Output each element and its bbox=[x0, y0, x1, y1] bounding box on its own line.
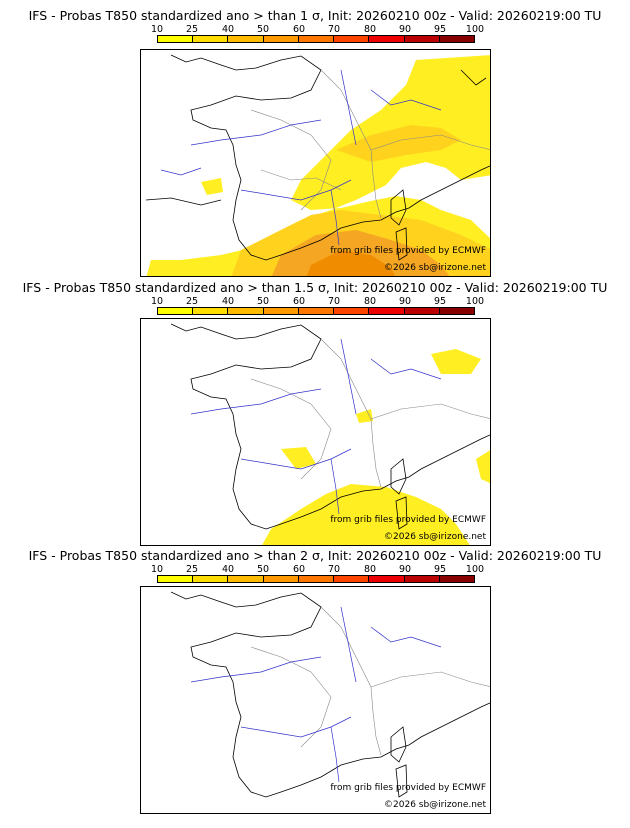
map-canvas bbox=[170, 591, 490, 798]
scale-swatch bbox=[193, 308, 229, 314]
panel-3: IFS - Probas T850 standardized ano > tha… bbox=[0, 548, 630, 828]
scale-label: 60 bbox=[292, 564, 306, 575]
rivers bbox=[190, 338, 442, 515]
scale-swatch bbox=[334, 576, 370, 582]
scale-label: 90 bbox=[398, 24, 412, 35]
copyright-credit: ©2026 sb@irizone.net bbox=[384, 800, 486, 810]
scale-label: 25 bbox=[185, 24, 199, 35]
scale-swatch bbox=[228, 36, 264, 42]
scale-label: 90 bbox=[398, 564, 412, 575]
color-scale-bar bbox=[157, 35, 475, 43]
scale-swatch bbox=[369, 576, 405, 582]
source-credit: from grib files provided by ECMWF bbox=[330, 515, 486, 525]
map-canvas bbox=[145, 54, 490, 276]
probability-map: from grib files provided by ECMWF ©2026 … bbox=[140, 49, 491, 277]
rivers bbox=[190, 606, 442, 783]
scale-label: 40 bbox=[221, 24, 235, 35]
coastline bbox=[145, 54, 490, 261]
scale-label: 80 bbox=[363, 296, 377, 307]
scale-swatch bbox=[404, 36, 440, 42]
panel-1: IFS - Probas T850 standardized ano > tha… bbox=[0, 8, 630, 280]
borders bbox=[250, 338, 490, 488]
scale-swatch bbox=[369, 36, 405, 42]
color-scale-labels: 10 25 40 50 60 70 80 90 95 100 bbox=[150, 564, 485, 575]
probability-area bbox=[262, 349, 490, 545]
scale-label: 80 bbox=[363, 564, 377, 575]
scale-label: 25 bbox=[185, 564, 199, 575]
scale-label: 25 bbox=[185, 296, 199, 307]
copyright-credit: ©2026 sb@irizone.net bbox=[384, 532, 486, 542]
map-canvas bbox=[170, 323, 490, 545]
borders bbox=[250, 69, 490, 219]
borders bbox=[250, 606, 490, 756]
probability-map: from grib files provided by ECMWF ©2026 … bbox=[140, 318, 491, 546]
scale-label: 10 bbox=[150, 564, 164, 575]
scale-swatch bbox=[439, 576, 474, 582]
scale-swatch bbox=[439, 36, 474, 42]
scale-label: 10 bbox=[150, 24, 164, 35]
copyright-credit: ©2026 sb@irizone.net bbox=[384, 263, 486, 273]
scale-swatch bbox=[404, 308, 440, 314]
scale-swatch bbox=[228, 308, 264, 314]
scale-label: 40 bbox=[221, 296, 235, 307]
scale-swatch bbox=[158, 308, 194, 314]
panel-title: IFS - Probas T850 standardized ano > tha… bbox=[28, 8, 602, 23]
panel-title: IFS - Probas T850 standardized ano > tha… bbox=[28, 548, 602, 563]
coastline bbox=[170, 323, 490, 530]
scale-label: 50 bbox=[256, 296, 270, 307]
scale-swatch bbox=[193, 36, 229, 42]
scale-label: 95 bbox=[433, 296, 447, 307]
scale-swatch bbox=[298, 308, 335, 314]
scale-swatch bbox=[228, 576, 264, 582]
scale-swatch bbox=[263, 36, 299, 42]
scale-label: 50 bbox=[256, 564, 270, 575]
scale-swatch bbox=[334, 308, 370, 314]
panel-2: IFS - Probas T850 standardized ano > tha… bbox=[0, 280, 630, 548]
coastline bbox=[170, 591, 490, 798]
panel-title: IFS - Probas T850 standardized ano > tha… bbox=[22, 280, 608, 295]
source-credit: from grib files provided by ECMWF bbox=[330, 783, 486, 793]
scale-label: 50 bbox=[256, 24, 270, 35]
scale-swatch bbox=[404, 576, 440, 582]
scale-swatch bbox=[369, 308, 405, 314]
scale-label: 100 bbox=[465, 564, 485, 575]
scale-label: 70 bbox=[327, 564, 341, 575]
scale-label: 95 bbox=[433, 24, 447, 35]
color-scale-bar bbox=[157, 575, 475, 583]
scale-swatch bbox=[158, 36, 194, 42]
scale-swatch bbox=[263, 576, 299, 582]
scale-label: 70 bbox=[327, 296, 341, 307]
scale-swatch bbox=[334, 36, 370, 42]
scale-label: 100 bbox=[465, 296, 485, 307]
scale-label: 70 bbox=[327, 24, 341, 35]
scale-swatch bbox=[298, 36, 335, 42]
scale-label: 95 bbox=[433, 564, 447, 575]
scale-swatch bbox=[439, 308, 474, 314]
scale-swatch bbox=[263, 308, 299, 314]
color-scale-bar bbox=[157, 307, 475, 315]
probability-map: from grib files provided by ECMWF ©2026 … bbox=[140, 586, 491, 814]
scale-label: 90 bbox=[398, 296, 412, 307]
scale-label: 60 bbox=[292, 296, 306, 307]
scale-label: 100 bbox=[465, 24, 485, 35]
scale-label: 80 bbox=[363, 24, 377, 35]
scale-swatch bbox=[193, 576, 229, 582]
color-scale-labels: 10 25 40 50 60 70 80 90 95 100 bbox=[150, 24, 485, 35]
source-credit: from grib files provided by ECMWF bbox=[330, 246, 486, 256]
rivers bbox=[160, 69, 442, 246]
probability-area bbox=[146, 55, 490, 276]
scale-label: 10 bbox=[150, 296, 164, 307]
color-scale-labels: 10 25 40 50 60 70 80 90 95 100 bbox=[150, 296, 485, 307]
scale-label: 60 bbox=[292, 24, 306, 35]
scale-swatch bbox=[158, 576, 194, 582]
scale-label: 40 bbox=[221, 564, 235, 575]
scale-swatch bbox=[298, 576, 335, 582]
